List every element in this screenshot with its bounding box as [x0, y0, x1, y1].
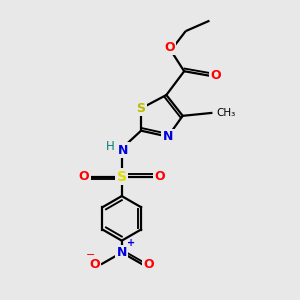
Text: H: H — [106, 140, 115, 153]
Text: O: O — [144, 258, 154, 271]
Text: O: O — [154, 170, 165, 183]
Text: −: − — [85, 250, 95, 260]
Text: N: N — [117, 246, 127, 259]
Text: N: N — [163, 130, 173, 143]
Text: N: N — [118, 143, 128, 157]
Text: O: O — [164, 41, 175, 54]
Text: O: O — [79, 170, 89, 183]
Text: CH₃: CH₃ — [216, 108, 236, 118]
Text: O: O — [89, 258, 100, 271]
Text: S: S — [117, 170, 127, 184]
Text: S: S — [136, 102, 146, 115]
Text: O: O — [211, 69, 221, 82]
Text: +: + — [127, 238, 135, 248]
